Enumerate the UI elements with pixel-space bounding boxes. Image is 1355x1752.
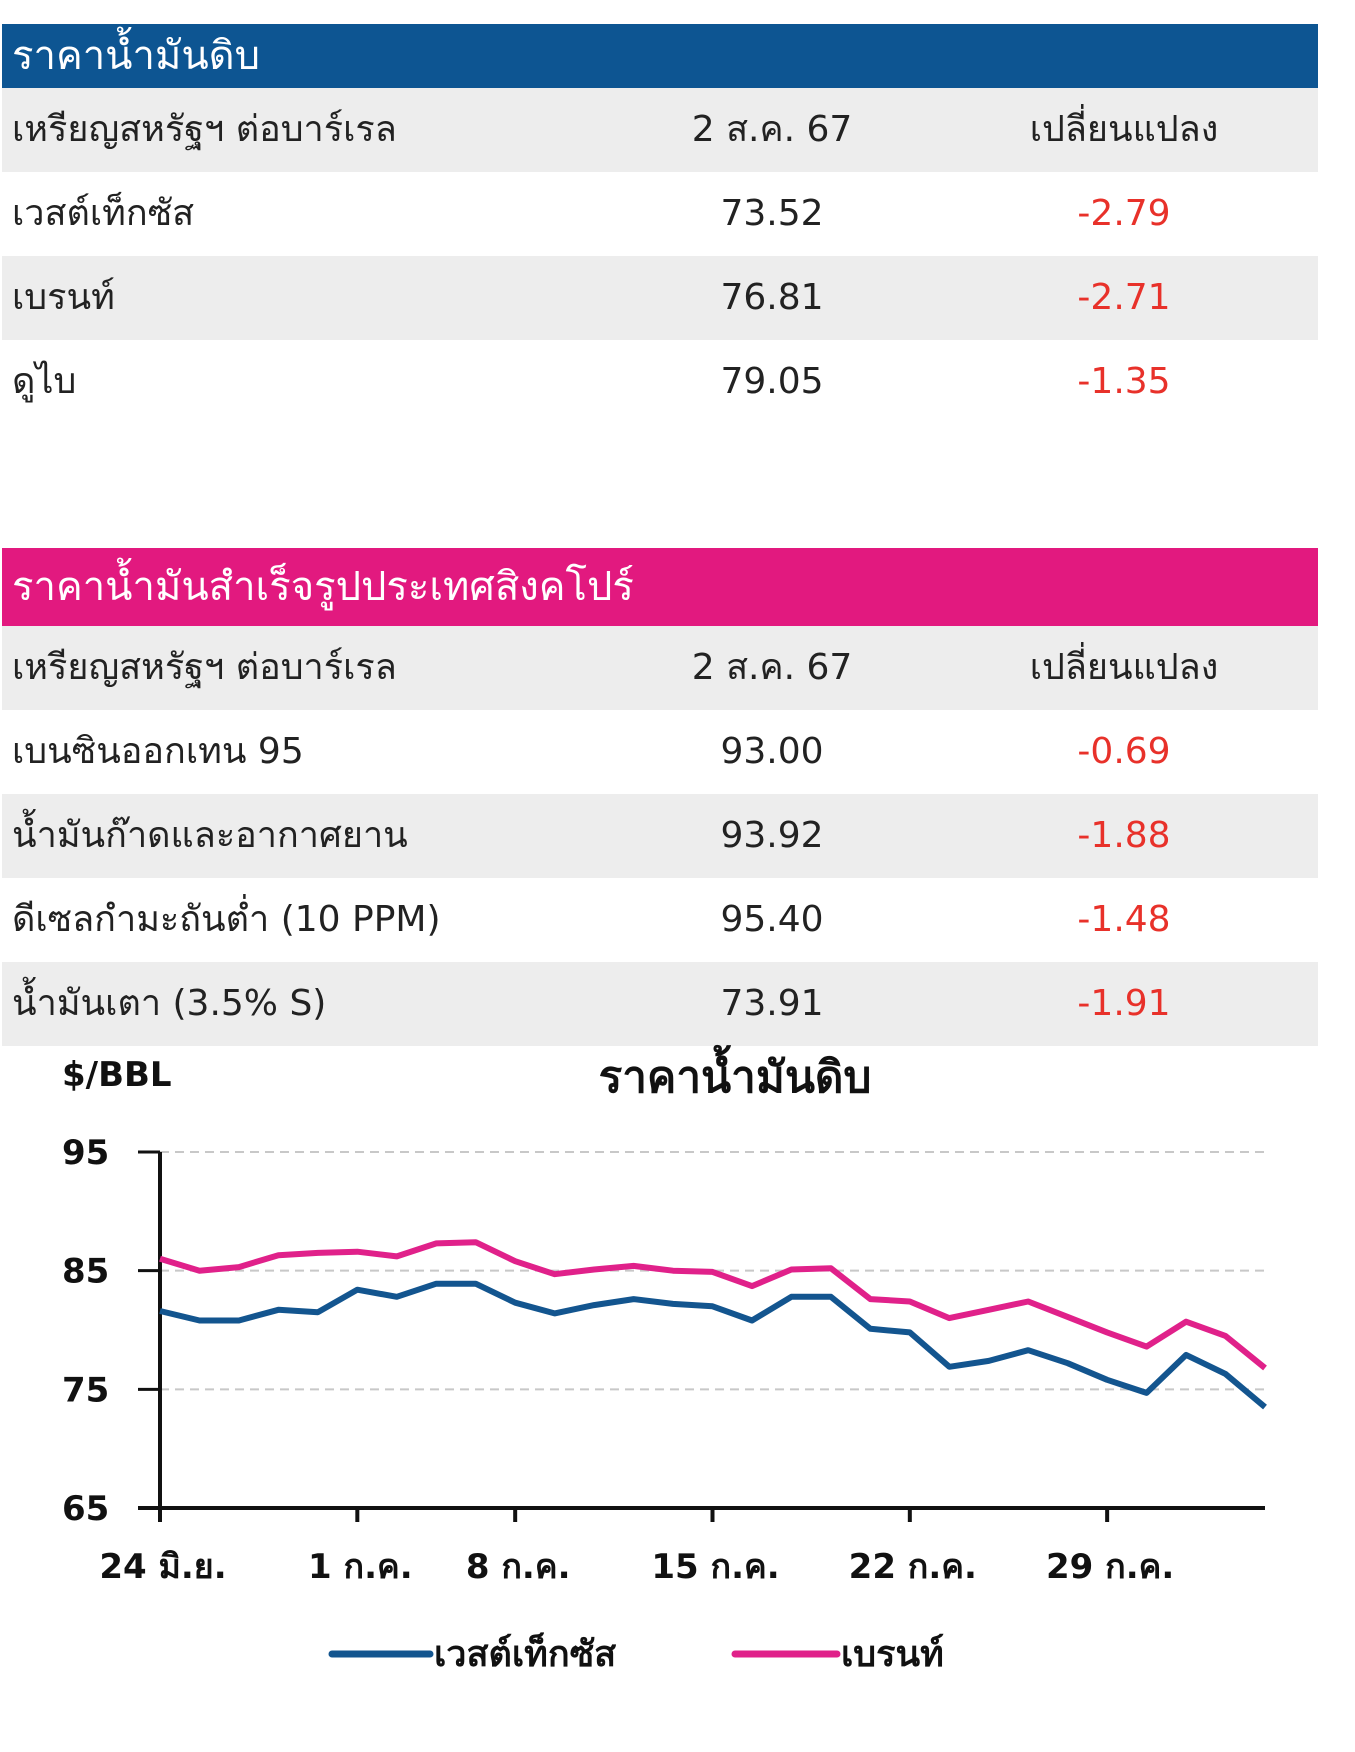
unit-column-header: เหรียญสหรัฐฯ ต่อบาร์เรล xyxy=(12,647,397,688)
table-row: ดูไบ 79.05 -1.35 xyxy=(2,340,1318,424)
y-axis-unit-label: $/BBL xyxy=(62,1055,172,1095)
y-tick-label: 95 xyxy=(62,1133,109,1173)
oil-change: -2.71 xyxy=(1077,277,1171,318)
y-tick-label: 75 xyxy=(62,1370,109,1410)
legend: เวสต์เท็กซัส เบรนท์ xyxy=(328,1631,944,1675)
change-column-header: เปลี่ยนแปลง xyxy=(1029,647,1219,688)
product-change: -1.88 xyxy=(1077,815,1171,856)
x-tick-label: 8 ก.ค. xyxy=(466,1547,571,1587)
oil-name: เวสต์เท็กซัส xyxy=(12,193,195,234)
refined-products-title: ราคาน้ำมันสำเร็จรูปประเทศสิงคโปร์ xyxy=(2,548,1318,626)
y-tick-labels: 95 85 75 65 xyxy=(62,1133,109,1529)
date-column-header: 2 ส.ค. 67 xyxy=(691,647,853,688)
product-name: ดีเซลกำมะถันต่ำ (10 PPM) xyxy=(12,899,441,940)
crude-oil-table: ราคาน้ำมันดิบ เหรียญสหรัฐฯ ต่อบาร์เรล 2 … xyxy=(2,24,1318,424)
oil-price: 76.81 xyxy=(720,277,824,318)
product-price: 73.91 xyxy=(720,983,824,1024)
table-row: น้ำมันก๊าดและอากาศยาน 93.92 -1.88 xyxy=(2,794,1318,878)
legend-label: เวสต์เท็กซัส xyxy=(434,1631,616,1675)
y-tick-label: 85 xyxy=(62,1252,109,1292)
x-tick-labels: 24 มิ.ย. 1 ก.ค. 8 ก.ค. 15 ก.ค. 22 ก.ค. 29 ก.ค… xyxy=(99,1547,1174,1587)
date-column-header: 2 ส.ค. 67 xyxy=(691,109,853,150)
table-row: เวสต์เท็กซัส 73.52 -2.79 xyxy=(2,172,1318,256)
series-line xyxy=(159,1280,1267,1410)
chart-title: ราคาน้ำมันดิบ xyxy=(599,1044,872,1103)
x-tick-label: 29 ก.ค. xyxy=(1046,1547,1174,1587)
x-tick-label: 15 ก.ค. xyxy=(651,1547,779,1587)
table-row: ดีเซลกำมะถันต่ำ (10 PPM) 95.40 -1.48 xyxy=(2,878,1318,962)
series-lines xyxy=(159,1239,1267,1410)
axes xyxy=(138,1150,1265,1522)
product-change: -0.69 xyxy=(1077,731,1171,772)
product-change: -1.91 xyxy=(1077,983,1171,1024)
x-tick-label: 1 ก.ค. xyxy=(308,1547,413,1587)
product-price: 95.40 xyxy=(720,899,824,940)
product-price: 93.00 xyxy=(720,731,824,772)
oil-price: 79.05 xyxy=(720,361,824,402)
table-row: น้ำมันเตา (3.5% S) 73.91 -1.91 xyxy=(2,962,1318,1046)
x-tick-label: 24 มิ.ย. xyxy=(99,1547,226,1587)
crude-oil-price-chart: $/BBL ราคาน้ำมันดิบ 95 85 75 65 24 มิ.ย. 1 ก… xyxy=(62,1044,1267,1675)
product-price: 93.92 xyxy=(720,815,824,856)
x-tick-label: 22 ก.ค. xyxy=(849,1547,977,1587)
oil-name: เบรนท์ xyxy=(12,277,115,318)
product-change: -1.48 xyxy=(1077,899,1171,940)
product-name: น้ำมันก๊าดและอากาศยาน xyxy=(12,815,408,856)
product-name: น้ำมันเตา (3.5% S) xyxy=(12,983,327,1024)
gridlines xyxy=(160,1151,1265,1391)
refined-products-table: ราคาน้ำมันสำเร็จรูปประเทศสิงคโปร์ เหรียญ… xyxy=(2,548,1318,1046)
oil-name: ดูไบ xyxy=(12,361,77,402)
y-tick-label: 65 xyxy=(62,1489,109,1529)
legend-label: เบรนท์ xyxy=(841,1633,944,1675)
products-header-row: เหรียญสหรัฐฯ ต่อบาร์เรล 2 ส.ค. 67 เปลี่ย… xyxy=(2,626,1318,710)
unit-column-header: เหรียญสหรัฐฯ ต่อบาร์เรล xyxy=(12,109,397,150)
oil-change: -2.79 xyxy=(1077,193,1171,234)
table-row: เบรนท์ 76.81 -2.71 xyxy=(2,256,1318,340)
table-row: เบนซินออกเทน 95 93.00 -0.69 xyxy=(2,710,1318,794)
crude-header-row: เหรียญสหรัฐฯ ต่อบาร์เรล 2 ส.ค. 67 เปลี่ย… xyxy=(2,88,1318,172)
crude-oil-title: ราคาน้ำมันดิบ xyxy=(2,24,1318,88)
change-column-header: เปลี่ยนแปลง xyxy=(1029,109,1219,150)
oil-change: -1.35 xyxy=(1077,361,1171,402)
product-name: เบนซินออกเทน 95 xyxy=(12,731,304,772)
series-line xyxy=(159,1239,1267,1371)
oil-price: 73.52 xyxy=(720,193,824,234)
